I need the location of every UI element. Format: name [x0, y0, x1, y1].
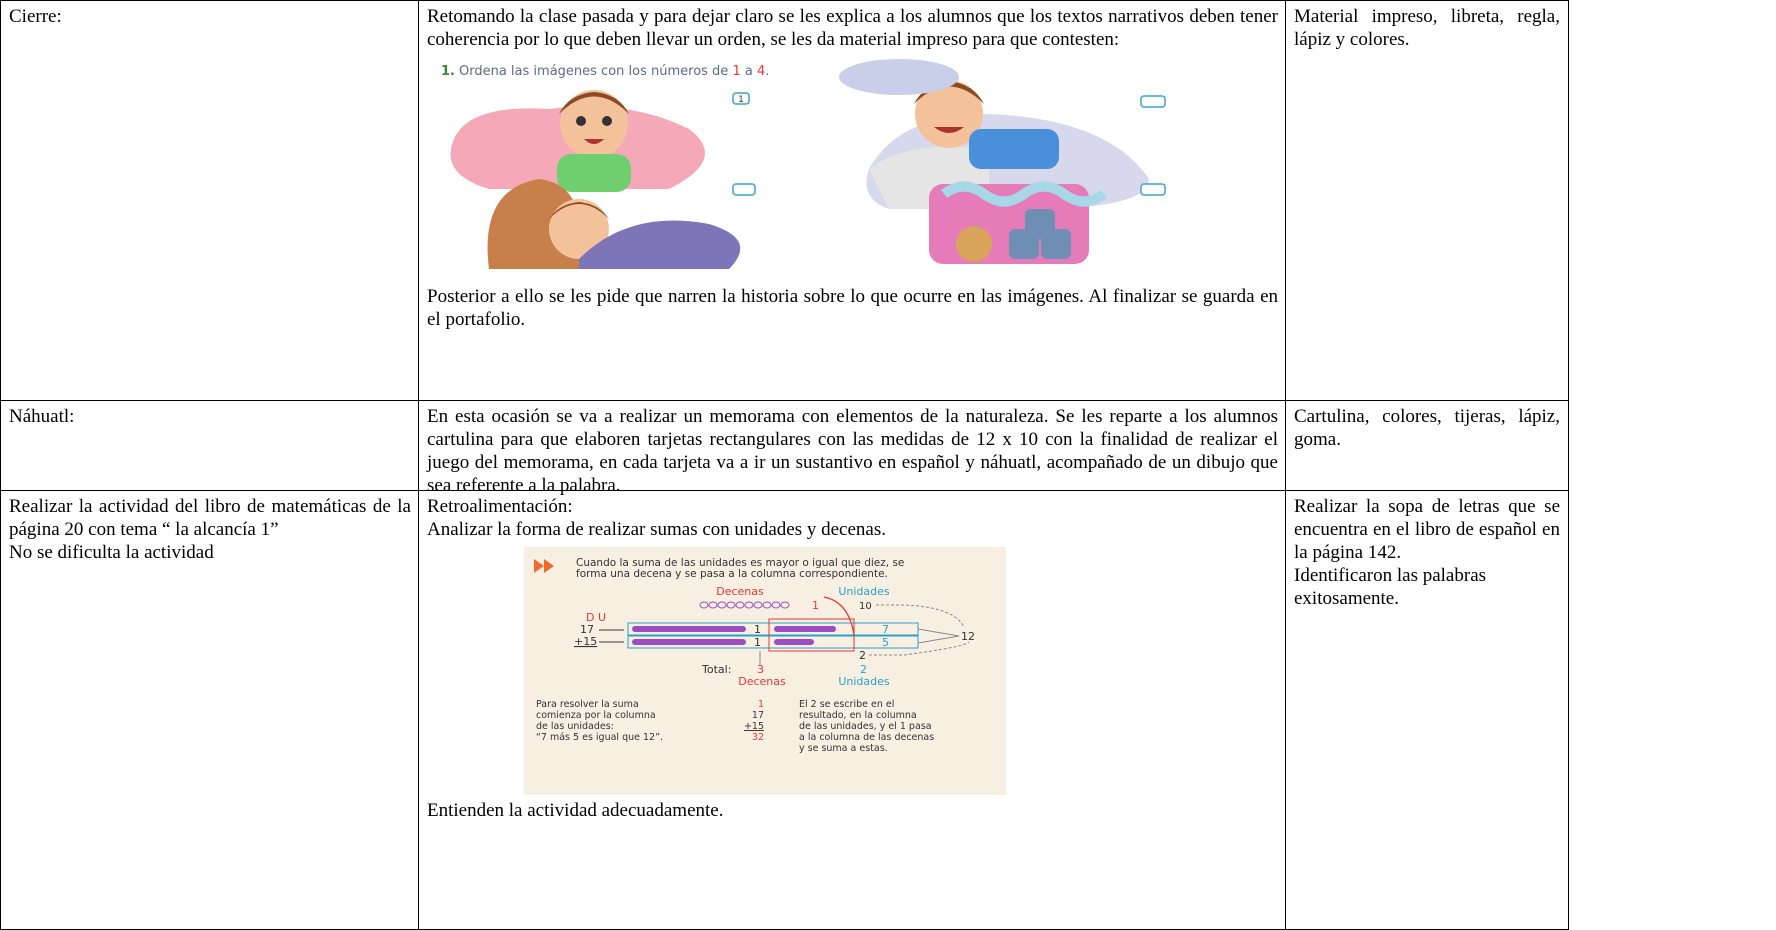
banner: Cuando la suma de las unidades es mayor … [576, 557, 904, 569]
cell: Realizar la sopa de letras que se encuen… [1285, 490, 1569, 930]
row-label: Realizar la actividad del libro de matem… [9, 496, 411, 540]
note: “7 más 5 es igual que 12”. [536, 732, 663, 743]
addend: +15 [574, 635, 597, 648]
materials: Identificaron las palabras exitosamente. [1294, 565, 1487, 609]
total-tens: 3 [757, 663, 764, 676]
text: Ordena las imágenes con los números de [459, 64, 732, 79]
note: Para resolver la suma [536, 699, 639, 710]
digit: 7 [882, 623, 889, 636]
units-label: Unidades [838, 675, 890, 688]
row-label: Cierre: [9, 6, 62, 27]
text: a [741, 64, 757, 79]
note: de las unidades, y el 1 pasa [799, 721, 932, 732]
cell: Náhuatl: [0, 400, 419, 491]
total-label: Total: [701, 663, 731, 676]
paragraph: Posterior a ello se les pide que narren … [427, 286, 1278, 330]
cell: Cierre: [0, 0, 419, 401]
units-label: Unidades [838, 585, 890, 598]
tens-label: Decenas [738, 675, 786, 688]
cell: Retomando la clase pasada y para dejar c… [418, 0, 1286, 401]
text: 1 [732, 64, 740, 79]
materials: Cartulina, colores, tijeras, lápiz, goma… [1294, 406, 1560, 450]
digit: 1 [754, 623, 761, 636]
cell: Material impreso, libreta, regla, lápiz … [1285, 0, 1569, 401]
paragraph: Analizar la forma de realizar sumas con … [427, 519, 886, 540]
banner: forma una decena y se pasa a la columna … [576, 568, 888, 580]
materials: Realizar la sopa de letras que se encuen… [1294, 496, 1560, 563]
note: comienza por la columna [536, 710, 656, 721]
digit: 1 [754, 636, 761, 649]
note: a la columna de las decenas [799, 732, 934, 743]
cell: Retroalimentación: Analizar la forma de … [418, 490, 1286, 930]
column-sum: 32 [752, 732, 764, 743]
cell: En esta ocasión se va a realizar un memo… [418, 400, 1286, 496]
note: y se suma a estas. [799, 743, 888, 754]
row-label: Náhuatl: [9, 406, 75, 427]
tens-label: Decenas [716, 585, 764, 598]
note: resultado, en la columna [799, 710, 917, 721]
box-number: 1 [738, 95, 744, 105]
column-sum: 17 [752, 710, 764, 721]
row-label: No se dificulta la actividad [9, 542, 214, 563]
total-units: 2 [860, 663, 867, 676]
cell: Cartulina, colores, tijeras, lápiz, goma… [1285, 400, 1569, 491]
worksheet-instruction: Ordena las imágenes con los números de 1… [459, 64, 769, 79]
sum-units: 12 [961, 630, 975, 643]
ten: 10 [859, 601, 872, 612]
note: El 2 se escribe en el [799, 699, 894, 710]
du: D U [586, 611, 606, 624]
paragraph: En esta ocasión se va a realizar un memo… [427, 406, 1278, 496]
addend: 17 [580, 623, 594, 636]
text: . [765, 64, 769, 79]
digit: 5 [882, 636, 889, 649]
text: 4 [757, 64, 765, 79]
paragraph: Retroalimentación: [427, 496, 573, 517]
math-image: Cuando la suma de las unidades es mayor … [524, 547, 1006, 795]
note: de las unidades: [536, 721, 614, 732]
cell: Realizar la actividad del libro de matem… [0, 490, 419, 930]
materials: Material impreso, libreta, regla, lápiz … [1294, 6, 1560, 50]
column-sum: +15 [744, 721, 764, 732]
column-sum: 1 [758, 699, 764, 710]
paragraph: Retomando la clase pasada y para dejar c… [427, 6, 1278, 50]
worksheet-image: 1. Ordena las imágenes con los números d… [429, 59, 1226, 271]
units-digit: 2 [859, 649, 866, 662]
carry: 1 [812, 599, 819, 612]
worksheet-number: 1. [441, 64, 455, 79]
paragraph: Entienden la actividad adecuadamente. [427, 800, 724, 821]
